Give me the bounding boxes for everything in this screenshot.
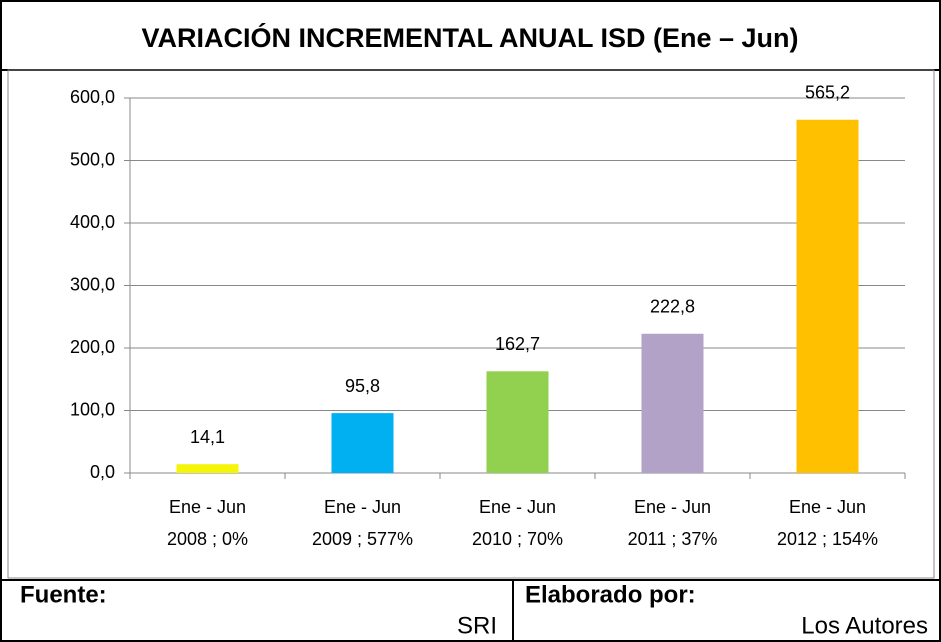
y-tick-label: 100,0	[70, 399, 115, 419]
x-tick-label: Ene - Jun	[169, 497, 246, 517]
x-tick-label: 2009 ; 577%	[312, 529, 413, 549]
x-tick-label: Ene - Jun	[789, 497, 866, 517]
source: SRI	[457, 612, 497, 639]
bar	[176, 464, 239, 473]
x-tick-label: Ene - Jun	[634, 497, 711, 517]
y-tick-label: 200,0	[70, 337, 115, 357]
bar	[796, 119, 859, 473]
x-tick-label: 2011 ; 37%	[628, 529, 718, 549]
x-tick-label: 2010 ; 70%	[472, 529, 563, 549]
bar	[331, 413, 394, 473]
y-tick-label: 500,0	[70, 149, 115, 169]
data-label: 14,1	[190, 427, 225, 447]
y-tick-label: 400,0	[70, 212, 115, 232]
x-tick-label: 2012 ; 154%	[777, 529, 878, 549]
y-tick-label: 600,0	[70, 87, 115, 107]
bar	[486, 371, 549, 473]
data-label: 95,8	[345, 376, 380, 396]
x-tick-label: Ene - Jun	[324, 497, 401, 517]
chart-frame	[7, 69, 935, 579]
x-tick-label: 2008 ; 0%	[167, 529, 248, 549]
source-label: Fuente:	[20, 581, 107, 608]
author: Los Autores	[801, 612, 928, 639]
data-label: 162,7	[495, 334, 540, 354]
x-tick-label: Ene - Jun	[479, 497, 556, 517]
bar	[641, 333, 704, 473]
y-tick-label: 0,0	[90, 462, 115, 482]
author-label: Elaborado por:	[525, 581, 696, 608]
y-tick-label: 300,0	[70, 274, 115, 294]
data-label: 222,8	[650, 297, 695, 317]
data-label: 565,2	[805, 83, 850, 103]
chart-title: VARIACIÓN INCREMENTAL ANUAL ISD (Ene – J…	[141, 22, 798, 53]
